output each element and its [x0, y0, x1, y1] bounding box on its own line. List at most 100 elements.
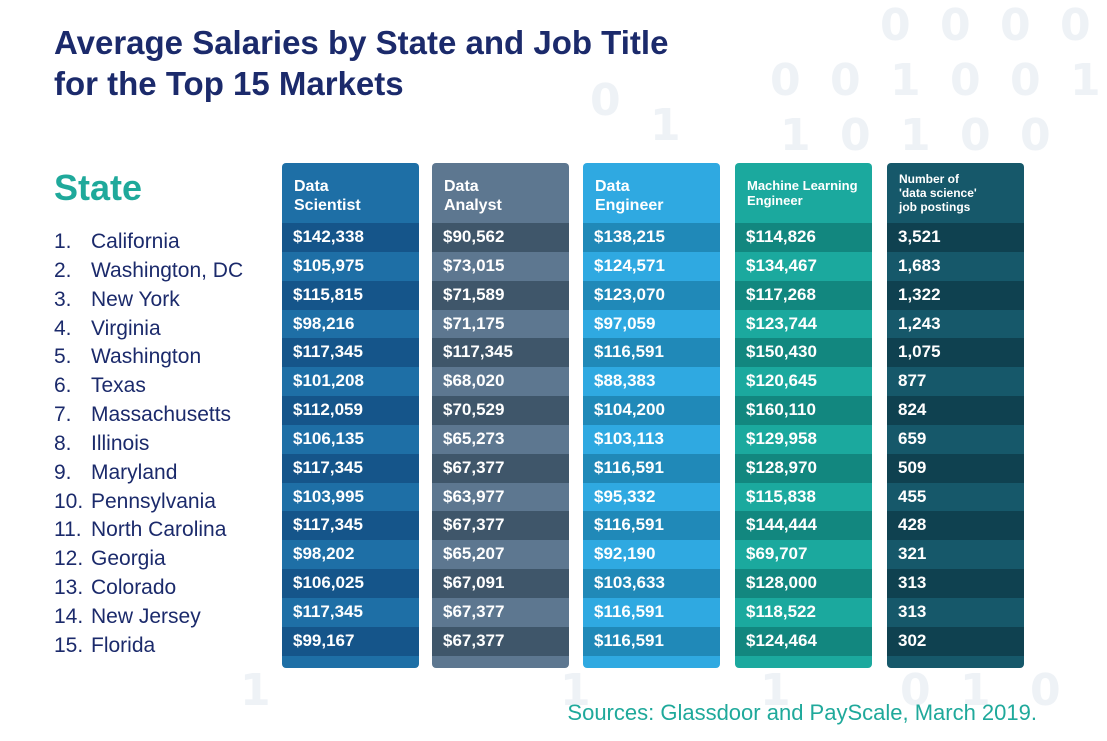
data-cell: $114,826 [735, 223, 872, 252]
data-cell: $98,216 [282, 309, 419, 339]
state-row: 1. California [54, 228, 243, 257]
column-header-line: Scientist [294, 197, 361, 214]
state-rank: 12. [54, 547, 84, 571]
data-cell: $128,970 [735, 453, 872, 483]
data-cell: $103,633 [583, 569, 720, 598]
data-cell: $67,377 [432, 626, 569, 656]
column-data-scientist: Data Scientist $142,338 $105,975 $115,815 $98… [282, 163, 419, 668]
data-cell: $103,995 [282, 482, 419, 512]
data-cell: 509 [887, 453, 1024, 483]
state-rank: 11. [54, 518, 82, 542]
data-cell: $117,345 [282, 453, 419, 483]
data-cell: 321 [887, 540, 1024, 570]
data-cell: $117,268 [735, 280, 872, 310]
column-header: Machine Learning Engineer [735, 163, 872, 223]
data-cell: $63,977 [432, 482, 569, 512]
data-cell: 428 [887, 511, 1024, 541]
data-cell: $65,273 [432, 424, 569, 454]
state-name: New York [91, 287, 180, 311]
sources-note: Sources: Glassdoor and PayScale, March 2… [567, 700, 1037, 725]
state-column-heading: State [54, 167, 143, 208]
data-cell: $116,591 [583, 511, 720, 541]
data-cell: $105,975 [282, 251, 419, 281]
data-cell: $90,562 [432, 223, 569, 252]
data-cell: 313 [887, 597, 1024, 627]
column-header-line: Engineer [747, 193, 803, 208]
state-row: 5. Washington [54, 343, 243, 372]
data-cell: 1,683 [887, 251, 1024, 281]
state-row: 7. Massachusetts [54, 401, 243, 430]
state-name: New Jersey [91, 604, 201, 628]
column-header-line: Data [595, 178, 630, 195]
column-header: Data Analyst [432, 163, 569, 223]
data-cell: $124,464 [735, 626, 872, 656]
state-name: Virginia [91, 316, 161, 340]
column-header: Number of'data science' job postings [887, 163, 1024, 223]
column-header-line: Engineer [595, 197, 664, 214]
state-name: California [91, 230, 180, 253]
state-row: 10. Pennsylvania [54, 488, 243, 517]
data-cell: $117,345 [282, 511, 419, 541]
state-row: 6. Texas [54, 372, 243, 401]
state-row: 8. Illinois [54, 430, 243, 459]
data-cell: 3,521 [887, 223, 1024, 252]
column-header-line: Number of [899, 172, 959, 186]
data-cell: $117,345 [282, 338, 419, 368]
column-header-line: Data [444, 178, 479, 195]
column-header: Data Engineer [583, 163, 720, 223]
data-cell: $69,707 [735, 540, 872, 570]
column-ml-engineer: Machine Learning Engineer $114,826 $134,467… [735, 163, 872, 668]
data-cell: $129,958 [735, 424, 872, 454]
data-cell: $92,190 [583, 540, 720, 570]
data-cell: $120,645 [735, 367, 872, 397]
column-header-line: Machine Learning [747, 178, 858, 193]
data-cell: 1,075 [887, 338, 1024, 368]
state-row: 3. New York [54, 286, 243, 315]
column-header-line: Analyst [444, 197, 502, 214]
data-cell: $138,215 [583, 223, 720, 252]
state-row: 2. Washington, DC [54, 257, 243, 286]
state-rank: 9. [54, 460, 72, 484]
state-rank: 8. [54, 431, 72, 455]
state-rank: 15. [54, 633, 84, 657]
column-data-engineer: Data Engineer $138,215 $124,571 $123,070 $97,… [583, 163, 720, 668]
data-cell: $115,838 [735, 482, 872, 512]
column-data-analyst: Data Analyst $90,562 $73,015 $71,589 $71,175 $… [432, 163, 569, 668]
data-cell: $116,591 [583, 338, 720, 368]
column-header: Data Scientist [282, 163, 419, 223]
data-cell: 1,243 [887, 309, 1024, 339]
data-cell: $67,377 [432, 597, 569, 627]
state-rank: 4. [54, 316, 72, 340]
data-cell: $117,345 [282, 597, 419, 627]
data-cell: $115,815 [282, 280, 419, 310]
state-row: 14. New Jersey [54, 603, 243, 632]
data-cell: $68,020 [432, 367, 569, 397]
data-cell: $101,208 [282, 367, 419, 397]
column-header-line: Data [294, 178, 329, 195]
data-cell: $67,377 [432, 453, 569, 483]
data-cell: 877 [887, 367, 1024, 397]
state-rank: 13. [54, 576, 84, 600]
data-cell: $142,338 [282, 223, 419, 252]
state-rank: 2. [54, 258, 72, 282]
data-cell: $123,744 [735, 309, 872, 339]
state-row: 9. Maryland [54, 459, 243, 488]
data-cell: $71,175 [432, 309, 569, 339]
state-name: Texas [91, 374, 146, 398]
state-name: Florida [91, 633, 156, 657]
data-cell: 824 [887, 396, 1024, 425]
chart-title-line-1: Average Salaries by State and Job Title [54, 24, 669, 61]
state-row: 15. Florida [54, 632, 243, 661]
data-cell: $106,135 [282, 424, 419, 454]
state-name: Washington [91, 345, 202, 369]
data-cell: $128,000 [735, 569, 872, 598]
data-cell: 1,322 [887, 280, 1024, 310]
data-cell: $103,113 [583, 424, 720, 454]
data-cell: $116,591 [583, 453, 720, 483]
data-cell: $112,059 [282, 396, 419, 425]
data-cell: 302 [887, 626, 1024, 656]
state-rank: 7. [54, 403, 72, 427]
state-name: North Carolina [91, 518, 227, 542]
state-name: Pennsylvania [91, 489, 216, 513]
data-cell: $150,430 [735, 338, 872, 368]
